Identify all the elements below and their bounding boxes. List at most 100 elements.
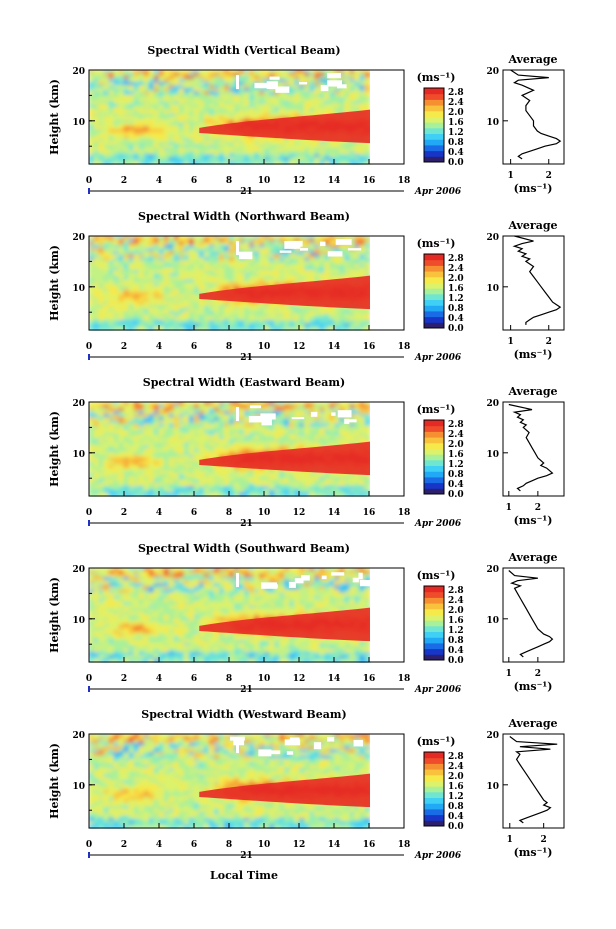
no-data-region [370, 734, 404, 828]
colorbar-tick-label: 1.2 [448, 128, 464, 138]
colorbar-swatch [424, 442, 444, 449]
x-tick-label: 2 [121, 176, 127, 186]
colorbar-frame [423, 87, 445, 163]
y-tick-label: 10 [72, 118, 85, 128]
no-data-region [370, 402, 404, 496]
colorbar-swatch [424, 437, 444, 444]
missing-data [275, 86, 290, 93]
colorbar-frame [423, 751, 445, 827]
x-tick-label: 6 [191, 674, 197, 684]
missing-data [284, 241, 297, 249]
x-tick-label: 14 [328, 176, 341, 186]
colorbar-tick-label: 0.0 [448, 158, 464, 168]
colorbar-frame [423, 419, 445, 495]
x-tick-label: 10 [258, 176, 271, 186]
colorbar-swatch [424, 110, 444, 117]
missing-data [301, 575, 310, 581]
missing-data [321, 575, 327, 580]
profile-y-tick-label: 20 [486, 399, 499, 409]
colorbar-tick-label: 0.4 [448, 314, 464, 324]
profile-unit: (ms⁻¹) [514, 680, 553, 693]
colorbar-swatch [424, 642, 444, 650]
y-tick-label: 20 [72, 233, 85, 243]
colorbar-frame [423, 253, 445, 329]
missing-data [269, 750, 281, 755]
colorbar-swatch [424, 259, 444, 266]
x-tick-label: 4 [156, 342, 162, 352]
colorbar-tick-label: 0.0 [448, 490, 464, 500]
heatmap [88, 401, 371, 497]
colorbar-swatch [424, 482, 444, 489]
profile-line [509, 736, 558, 824]
date-label: Apr 2006 [414, 851, 462, 861]
colorbar-swatch [424, 803, 444, 810]
colorbar-tick-label: 0.4 [448, 812, 464, 822]
x-tick-label: 6 [191, 840, 197, 850]
colorbar-swatch [424, 133, 444, 140]
x-tick-label: 8 [226, 508, 232, 518]
missing-data [236, 407, 239, 422]
missing-data [298, 81, 308, 85]
missing-data [331, 412, 336, 416]
colorbar-swatch [424, 276, 444, 283]
heatmap-cells [88, 733, 371, 829]
x-tick-label: 16 [363, 342, 376, 352]
colorbar-tick-label: 0.4 [448, 148, 464, 158]
missing-data [266, 81, 278, 90]
date-label: Apr 2006 [414, 187, 462, 197]
x-tick-label: 12 [293, 674, 306, 684]
colorbar-tick-label: 1.6 [448, 782, 464, 792]
x-tick-label: 4 [156, 674, 162, 684]
colorbar-swatch [424, 620, 444, 627]
x-tick-label: 0 [86, 342, 92, 352]
colorbar-tick-label: 2.8 [448, 420, 464, 430]
enhanced-layer [199, 109, 370, 144]
x-tick-label: 0 [86, 674, 92, 684]
figure-footer: Local Time [210, 869, 278, 882]
missing-data [352, 577, 359, 583]
colorbar-swatch [424, 122, 444, 129]
colorbar [423, 585, 445, 661]
colorbar-swatch [424, 156, 444, 163]
profile-frame [502, 235, 565, 331]
colorbar-swatch [424, 105, 444, 112]
day-label: 21 [240, 851, 253, 861]
colorbar-swatch [424, 786, 444, 793]
x-tick-label: 12 [293, 840, 306, 850]
x-tick-label: 4 [156, 176, 162, 186]
missing-data [260, 413, 276, 420]
heatmap-cells [88, 401, 371, 497]
colorbar-swatch [424, 127, 444, 135]
colorbar-tick-label: 1.6 [448, 450, 464, 460]
missing-data [254, 82, 268, 89]
missing-data [248, 416, 265, 423]
x-axis-title: Local Time [210, 869, 278, 882]
panel-2: Spectral Width (Northward Beam)0 2 4 6 8 10 12… [48, 210, 565, 363]
colorbar-swatch [424, 603, 444, 610]
x-tick-label: 18 [398, 674, 411, 684]
missing-data [320, 84, 329, 92]
date-label: Apr 2006 [414, 353, 462, 363]
x-tick-label: 2 [121, 342, 127, 352]
missing-data [327, 736, 335, 742]
colorbar-swatch [424, 586, 444, 593]
missing-data [236, 573, 239, 588]
profile-x-tick-label: 2 [546, 337, 552, 347]
x-tick-label: 16 [363, 840, 376, 850]
profile-y-tick-label: 10 [486, 118, 499, 128]
profile-title: Average [507, 551, 557, 564]
x-tick-label: 10 [258, 840, 271, 850]
x-tick-label: 8 [226, 176, 232, 186]
missing-data [313, 742, 322, 750]
colorbar-swatch [424, 454, 444, 461]
y-axis-title: Height (km) [48, 411, 61, 487]
x-tick-label: 6 [191, 176, 197, 186]
profile-y-tick-label: 10 [486, 450, 499, 460]
colorbar-tick-label: 1.2 [448, 460, 464, 470]
y-tick-label: 20 [72, 731, 85, 741]
x-tick-label: 4 [156, 840, 162, 850]
colorbar-tick-label: 2.8 [448, 586, 464, 596]
y-axis-title: Height (km) [48, 245, 61, 321]
colorbar [423, 751, 445, 827]
colorbar-swatch [424, 431, 444, 438]
